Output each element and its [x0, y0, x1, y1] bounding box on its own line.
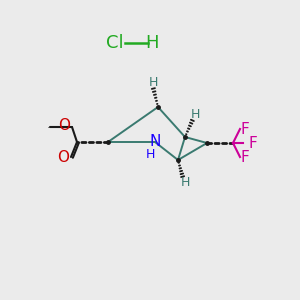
- Text: H: H: [180, 176, 190, 188]
- Text: F: F: [248, 136, 257, 151]
- Text: F: F: [241, 122, 250, 136]
- Text: H: H: [190, 109, 200, 122]
- Text: H: H: [145, 148, 155, 160]
- Text: H: H: [148, 76, 158, 89]
- Text: methyl: methyl: [48, 126, 52, 128]
- Text: F: F: [241, 149, 250, 164]
- Text: O: O: [57, 149, 69, 164]
- Text: N: N: [149, 134, 161, 149]
- Text: Cl: Cl: [106, 34, 124, 52]
- Text: O: O: [58, 118, 70, 134]
- Text: H: H: [145, 34, 159, 52]
